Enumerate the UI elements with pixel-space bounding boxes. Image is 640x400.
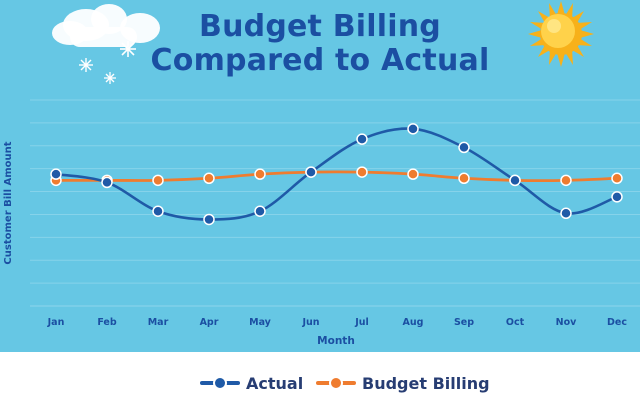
x-tick-label: Mar [148, 317, 169, 328]
legend: Actual Budget Billing [0, 352, 640, 400]
snowflake-icon [120, 41, 136, 57]
actual-point [50, 168, 62, 180]
snowflake-icon [104, 72, 116, 84]
series-budget-billing [50, 166, 623, 187]
x-tick-label: Jul [354, 317, 369, 328]
x-tick-label: Jan [47, 317, 65, 328]
x-tick-label: May [249, 317, 272, 328]
line-chart: Customer Bill Amount Jan Feb Mar Apr May Jun Ju… [3, 99, 640, 347]
legend-swatch-actual [200, 376, 240, 390]
legend-item-actual: Actual [200, 372, 303, 394]
actual-point [458, 141, 470, 154]
budget-point [203, 172, 215, 185]
actual-point [356, 133, 368, 145]
weather-decoration [52, 1, 594, 84]
snowflake-icon [79, 58, 93, 72]
x-tick-label: Aug [403, 317, 424, 328]
budget-point [254, 168, 266, 180]
actual-point [305, 166, 317, 178]
series-actual [50, 123, 623, 226]
budget-point [611, 172, 623, 185]
actual-point [152, 205, 164, 217]
actual-point [101, 176, 113, 189]
x-tick-label: Nov [556, 317, 577, 328]
chart-title: Budget Billing Compared to Actual [0, 10, 640, 78]
actual-point [509, 174, 521, 187]
x-tick-label: Dec [607, 317, 627, 328]
x-axis-ticks: Jan Feb Mar Apr May Jun Jul Aug Sep Oct Nov Dec [47, 317, 627, 328]
budget-point [458, 172, 470, 185]
x-tick-label: Sep [454, 317, 474, 328]
series-line [54, 127, 619, 221]
title-line-1: Budget Billing [199, 9, 441, 44]
x-axis-label: Month [317, 335, 355, 347]
legend-label-actual: Actual [246, 373, 304, 393]
sun-icon [528, 1, 594, 67]
y-axis-label: Customer Bill Amount [3, 141, 14, 264]
legend-item-budget-billing: Budget Billing [316, 372, 490, 394]
budget-point [152, 174, 164, 187]
cloud-icon [52, 4, 160, 47]
legend-label-budget-billing: Budget Billing [362, 373, 490, 393]
gridlines [30, 99, 640, 307]
actual-point [407, 123, 419, 135]
actual-point [203, 213, 215, 226]
series-line [54, 170, 619, 182]
actual-point [254, 205, 266, 217]
x-tick-label: Feb [97, 317, 117, 328]
actual-point [560, 207, 572, 220]
legend-swatch-budget-billing [316, 376, 356, 390]
x-tick-label: Oct [506, 317, 525, 328]
budget-point [560, 174, 572, 187]
title-line-2: Compared to Actual [150, 43, 490, 78]
x-tick-label: Jun [301, 317, 319, 328]
x-tick-label: Apr [200, 317, 219, 328]
budget-point [356, 166, 368, 178]
actual-point [611, 191, 623, 203]
chart-background: Budget Billing Compared to Actual Custom… [0, 0, 640, 352]
budget-point [407, 168, 419, 180]
